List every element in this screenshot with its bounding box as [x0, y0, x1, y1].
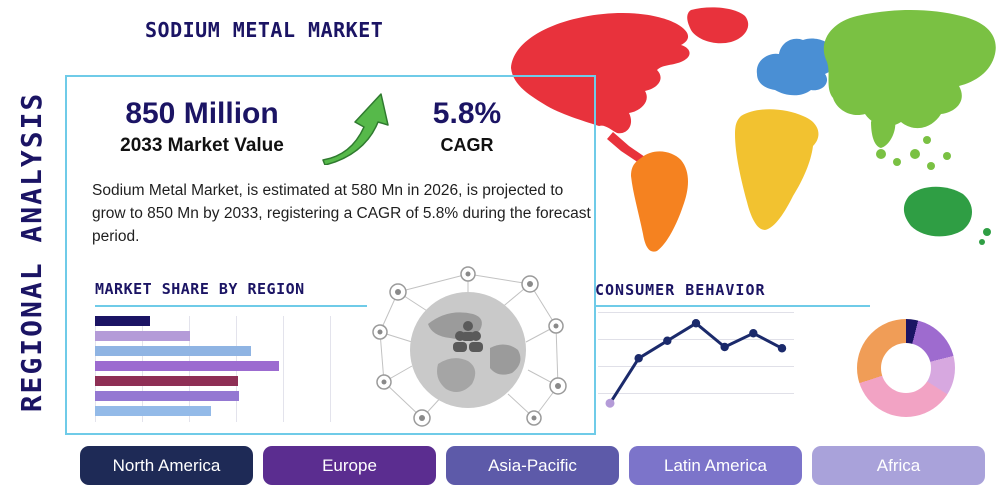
line-marker-4	[720, 342, 729, 352]
region-button-label: Europe	[322, 455, 377, 475]
market-description: Sodium Metal Market, is estimated at 580…	[92, 182, 591, 245]
map-australia	[903, 186, 972, 237]
market-value: 850 Million	[125, 97, 279, 130]
globe-network-illustration	[372, 266, 567, 427]
bar-region-3	[95, 361, 279, 371]
consumer-behavior-line-chart	[605, 319, 787, 408]
accent-underline	[95, 305, 367, 307]
bar-region-1	[95, 331, 190, 341]
map-se-asia-islands	[876, 136, 951, 170]
map-north-america	[511, 13, 690, 163]
map-europe	[756, 38, 838, 96]
stats-panel: 850 Million 2033 Market Value 5.8% CAGR …	[65, 75, 596, 435]
people-icon	[453, 321, 483, 352]
bar-region-2	[95, 346, 251, 356]
line-chart-title: CONSUMER BEHAVIOR	[595, 281, 766, 299]
region-button-north-america[interactable]: North America	[80, 446, 253, 485]
region-button-africa[interactable]: Africa	[812, 446, 985, 485]
bar-region-0	[95, 316, 150, 326]
line-marker-2	[663, 336, 672, 345]
region-button-label: Latin America	[664, 455, 767, 475]
region-button-row: North America Europe Asia-Pacific Latin …	[80, 446, 985, 485]
market-value-label: 2033 Market Value	[120, 135, 284, 156]
line-chart-area	[598, 312, 794, 420]
bar-region-4	[95, 376, 238, 386]
side-vertical-label: REGIONAL ANALYSIS	[15, 91, 48, 413]
line-marker-5	[749, 329, 758, 338]
world-map	[511, 7, 996, 252]
page-title: SODIUM METAL MARKET	[145, 18, 384, 42]
map-africa	[735, 109, 819, 230]
bar-chart-title: MARKET SHARE BY REGION	[95, 280, 305, 298]
region-button-latin-america[interactable]: Latin America	[629, 446, 802, 485]
map-greenland	[687, 7, 749, 44]
market-share-bar-chart	[95, 316, 335, 422]
map-new-zealand	[979, 228, 991, 245]
region-button-label: North America	[112, 455, 221, 475]
cagr-value: 5.8%	[432, 97, 502, 130]
growth-arrow-icon	[322, 93, 389, 165]
map-south-america	[631, 151, 688, 252]
region-donut-chart	[857, 319, 955, 417]
bar-region-5	[95, 391, 239, 401]
map-asia	[823, 10, 996, 148]
line-marker-6	[777, 344, 787, 353]
line-marker-3	[691, 319, 701, 328]
region-button-asia-pacific[interactable]: Asia-Pacific	[446, 446, 619, 485]
line-marker-0	[605, 398, 615, 408]
cagr-label: CAGR	[440, 135, 494, 155]
line-marker-1	[634, 354, 643, 363]
bar-region-6	[95, 406, 211, 416]
accent-underline	[595, 305, 870, 307]
region-button-label: Asia-Pacific	[488, 455, 577, 475]
region-button-label: Africa	[876, 455, 921, 475]
region-button-europe[interactable]: Europe	[263, 446, 436, 485]
